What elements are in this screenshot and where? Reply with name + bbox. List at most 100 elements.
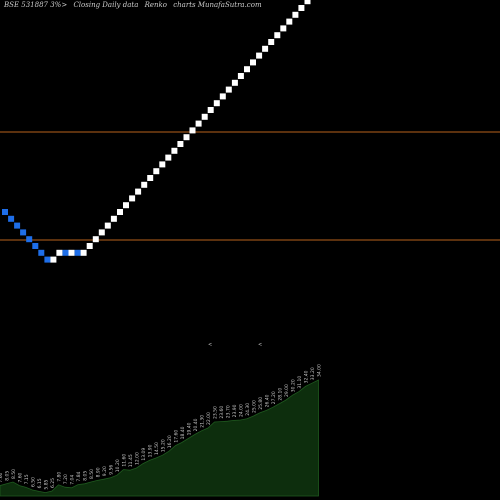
up-brick (135, 188, 142, 195)
panel-value-label: 21.30 (200, 415, 206, 428)
panel-value-label: 9.56 (109, 465, 115, 475)
level-lines (0, 131, 500, 241)
up-brick (86, 243, 93, 249)
panel-value-label: 27.20 (271, 391, 277, 404)
up-brick (165, 154, 172, 161)
panel-value-label: 5.85 (44, 479, 50, 489)
down-brick (32, 243, 39, 249)
panel-value-label: 8.50 (89, 469, 95, 479)
panel-value-label: 31.10 (297, 376, 303, 389)
panel-value-label: 25.00 (252, 400, 258, 413)
up-brick (92, 236, 99, 243)
up-brick (177, 141, 184, 147)
panel-value-label: 9.20 (102, 466, 108, 476)
up-brick (129, 195, 136, 202)
panel-value-label: 22.00 (206, 412, 212, 425)
down-brick (14, 222, 21, 229)
panel-marker: < (258, 342, 262, 348)
bottom-panel: 7.60 8.05 8.50 7.60 7.15 6.50 6.15 5.85 6.257.80… (0, 364, 323, 497)
up-brick (141, 181, 148, 188)
panel-value-label: 17.60 (174, 430, 180, 443)
up-brick (256, 52, 263, 59)
up-brick (207, 107, 214, 113)
up-brick (201, 113, 208, 120)
up-brick (189, 127, 196, 134)
down-brick (74, 249, 81, 256)
down-brick (38, 249, 45, 256)
panel-value-label: 14.50 (154, 442, 160, 455)
panel-value-label: 26.40 (265, 394, 271, 407)
up-brick (304, 0, 311, 5)
down-brick (44, 256, 51, 263)
panel-value-label: 7.80 (57, 472, 63, 482)
up-brick (104, 222, 111, 229)
panel-value-label: 7.60 (18, 472, 24, 482)
up-brick (262, 45, 269, 52)
up-brick (98, 229, 105, 236)
panel-value-label: 23.50 (213, 406, 219, 419)
panel-value-label: 13.09 (141, 448, 147, 461)
down-brick (8, 215, 15, 222)
down-brick (62, 249, 69, 256)
panel-value-label: 34.00 (317, 364, 323, 377)
down-brick (2, 209, 8, 215)
panel-value-label: 7.04 (70, 475, 76, 485)
panel-area (0, 379, 319, 497)
renko-bricks (2, 0, 311, 263)
up-brick (50, 256, 57, 263)
panel-value-label: 20.40 (193, 418, 199, 431)
up-brick (225, 86, 232, 93)
panel-value-label: 18.40 (180, 426, 186, 439)
up-brick (183, 134, 190, 141)
up-brick (268, 39, 275, 45)
up-brick (56, 249, 63, 256)
panel-value-label: 6.25 (50, 478, 56, 488)
panel-value-label: 29.00 (284, 384, 290, 397)
up-brick (213, 100, 220, 107)
down-brick (20, 229, 27, 236)
panel-value-label: 11.60 (122, 454, 128, 467)
panel-value-label: 24.00 (239, 404, 245, 417)
panel-value-label: 23.90 (232, 404, 238, 417)
panel-value-label: 15.20 (161, 439, 167, 452)
up-brick (80, 249, 87, 256)
chart-type-label: Renko (144, 1, 168, 9)
panel-value-label: 28.10 (278, 388, 284, 401)
up-brick (244, 66, 250, 73)
panel-value-label: 23.60 (219, 406, 225, 419)
up-brick (68, 249, 75, 256)
panel-markers: < < (208, 342, 262, 348)
panel-value-label: 30.20 (291, 379, 297, 392)
up-brick (195, 120, 202, 127)
panel-value-label: 12.00 (135, 452, 141, 465)
panel-value-label: 16.20 (167, 435, 173, 448)
panel-value-label: 24.30 (245, 403, 251, 416)
up-brick (153, 168, 160, 175)
up-brick (280, 25, 287, 32)
up-brick (110, 215, 117, 222)
up-brick (159, 161, 166, 168)
panel-value-label: 7.20 (63, 474, 69, 484)
up-brick (237, 73, 244, 79)
up-brick (117, 209, 123, 215)
panel-value-label: 7.84 (76, 471, 82, 481)
panel-value-label: 13.90 (148, 444, 154, 457)
panel-value-label: 7.60 (0, 472, 4, 482)
up-brick (171, 147, 178, 154)
panel-value-label: 8.50 (11, 469, 17, 479)
up-brick (123, 202, 129, 209)
down-brick (26, 236, 33, 243)
panel-value-label: 8.90 (96, 467, 102, 477)
up-brick (231, 79, 238, 86)
description-label: Closing Daily data (73, 1, 139, 9)
panel-value-label: 32.40 (304, 370, 310, 383)
up-brick (274, 32, 281, 39)
panel-value-label: 33.20 (310, 367, 316, 380)
panel-value-label: 6.15 (37, 478, 43, 488)
panel-value-label: 25.80 (258, 397, 264, 410)
up-brick (219, 93, 226, 100)
panel-value-label: 7.15 (24, 474, 30, 484)
panel-value-label: 8.05 (5, 471, 11, 481)
up-brick (292, 11, 299, 18)
panel-value-label: 23.70 (226, 405, 232, 418)
